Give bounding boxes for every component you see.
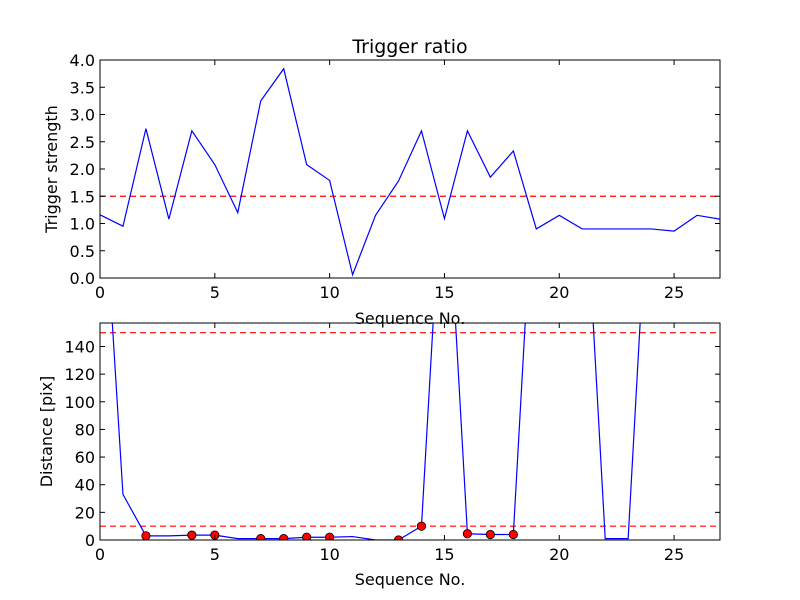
plot-frame [99,59,721,279]
y-tick-label: 2.5 [70,133,95,152]
y-tick-label: 40 [75,476,95,495]
y-tick-label: 1.5 [70,187,95,206]
x-tick-label: 5 [210,283,220,302]
x-tick-label: 20 [549,545,569,564]
y-tick-label: 0 [85,531,95,550]
y-axis-label: Distance [pix] [37,376,56,488]
data-point [462,529,473,539]
x-tick-label: 20 [549,283,569,302]
data-point [485,529,495,540]
trigger-ratio-chart: 0 5 10 15 20 25 0.0 0.5 1.0 1.5 2.0 2.5 3.0 3.5 4.0 Tri… [42,36,721,328]
plot-frame [99,322,721,541]
x-tick-label: 5 [210,545,220,564]
y-tick-label: 60 [75,448,95,467]
chart-title: Trigger ratio [351,36,467,58]
y-tick-label: 80 [75,420,95,439]
y-tick-label: 20 [75,503,95,522]
series-line-0 [100,67,720,277]
y-tick-label: 4.0 [70,51,95,70]
y-tick-label: 100 [64,393,95,412]
data-point [141,531,151,540]
data-point [508,529,518,540]
y-tick-label: 1.0 [70,215,95,234]
y-tick-label: 140 [64,337,95,356]
y-tick-label: 0.5 [70,242,95,261]
x-tick-label: 0 [95,283,105,302]
series-line-0 [111,323,641,540]
data-point [187,530,197,540]
data-point [416,521,427,531]
x-axis-label: Sequence No. [355,309,466,328]
y-tick-label: 120 [64,365,95,384]
x-tick-label: 0 [95,545,105,564]
y-tick-label: 2.0 [70,160,95,179]
data-point [256,534,266,540]
distance-chart: 0 5 10 15 20 25 0 20 40 60 80 100 120 140 Sequence No.… [37,322,721,589]
x-tick-label: 25 [664,283,684,302]
x-tick-label: 15 [434,283,454,302]
x-tick-label: 25 [664,545,684,564]
x-axis-label: Sequence No. [355,570,466,589]
data-point [279,534,289,540]
data-point [302,532,312,540]
y-tick-label: 3.5 [70,78,95,97]
y-tick-label: 0.0 [70,269,95,288]
y-axis-label: Trigger strength [42,105,61,234]
y-tick-label: 3.0 [70,106,95,125]
x-tick-label: 15 [434,545,454,564]
x-tick-label: 10 [319,545,339,564]
x-tick-label: 10 [319,283,339,302]
